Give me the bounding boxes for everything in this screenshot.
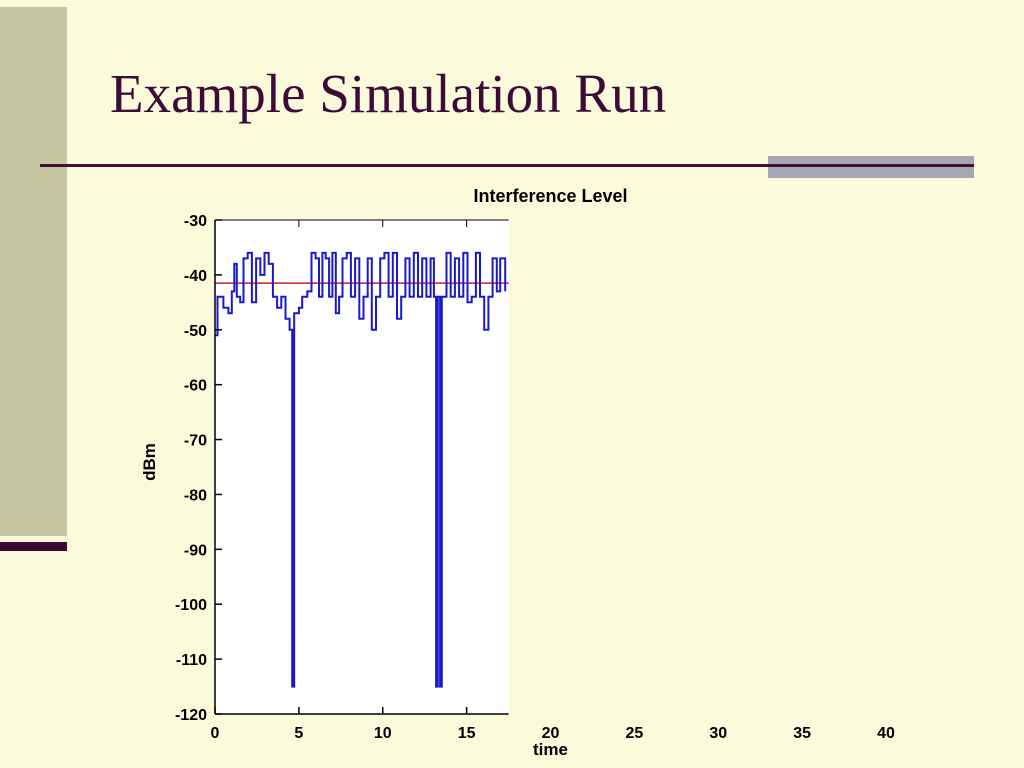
x-tick-group: 0 5 10 15 20 25 30 35 40 xyxy=(211,220,895,742)
y-tick-label: -80 xyxy=(184,487,207,504)
x-tick-label: 5 xyxy=(294,725,303,742)
x-axis-label: time xyxy=(533,740,568,759)
x-tick-label: 20 xyxy=(542,725,560,742)
x-tick-label: 0 xyxy=(211,725,220,742)
x-tick-label: 40 xyxy=(877,725,895,742)
slide-title: Example Simulation Run xyxy=(110,63,667,124)
left-accent-bar xyxy=(0,7,67,536)
y-tick-label: -50 xyxy=(184,323,207,340)
x-tick-label: 25 xyxy=(625,725,643,742)
plot-area xyxy=(215,220,509,714)
y-tick-label: -120 xyxy=(175,707,207,724)
signal-line xyxy=(215,251,507,688)
y-tick-group: -30 -40 -50 -60 -70 -80 -90 -100 -110 -120 xyxy=(175,213,222,724)
y-tick-label: -70 xyxy=(184,433,207,450)
x-tick-label: 30 xyxy=(709,725,727,742)
y-tick-label: -90 xyxy=(184,542,207,559)
x-tick-label: 35 xyxy=(793,725,811,742)
y-tick-label: -40 xyxy=(184,268,207,285)
title-rule xyxy=(40,164,974,167)
y-axis-label: dBm xyxy=(140,443,159,481)
title-rule-gray-accent xyxy=(768,156,974,178)
x-tick-label: 10 xyxy=(374,725,392,742)
x-tick-label: 15 xyxy=(458,725,476,742)
chart-title: Interference Level xyxy=(473,186,628,206)
y-tick-label: -100 xyxy=(175,597,207,614)
y-tick-label: -60 xyxy=(184,378,207,395)
left-accent-underline xyxy=(0,542,67,551)
y-tick-label: -30 xyxy=(184,213,207,230)
y-tick-label: -110 xyxy=(176,652,207,669)
